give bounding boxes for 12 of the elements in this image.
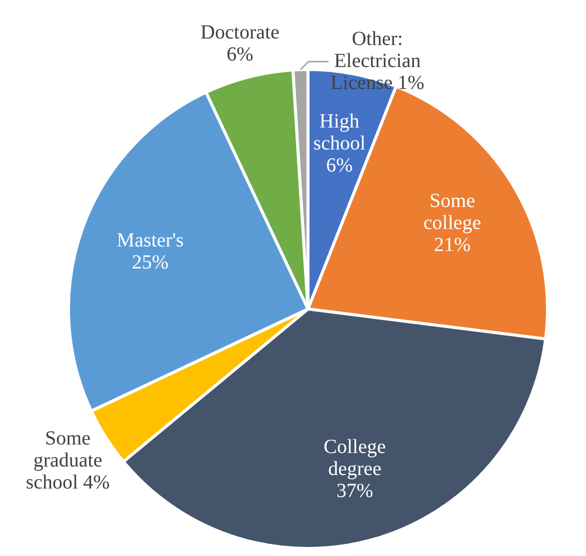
data-label: 6% xyxy=(226,43,254,66)
slice-label: Some college xyxy=(423,190,482,234)
slice-label: High school xyxy=(313,110,366,155)
slice-label: Doctorate xyxy=(200,21,280,44)
data-label: 25% xyxy=(132,251,169,274)
slice-label: College degree xyxy=(324,436,386,480)
slice-label: Master's xyxy=(116,229,184,252)
slice-label: Some graduate school 4% xyxy=(26,428,110,494)
data-label: 37% xyxy=(336,480,374,502)
data-label: 21% xyxy=(434,234,471,256)
slice-label: Other: Electrician License 1% xyxy=(330,28,424,94)
data-label: 6% xyxy=(326,154,353,177)
